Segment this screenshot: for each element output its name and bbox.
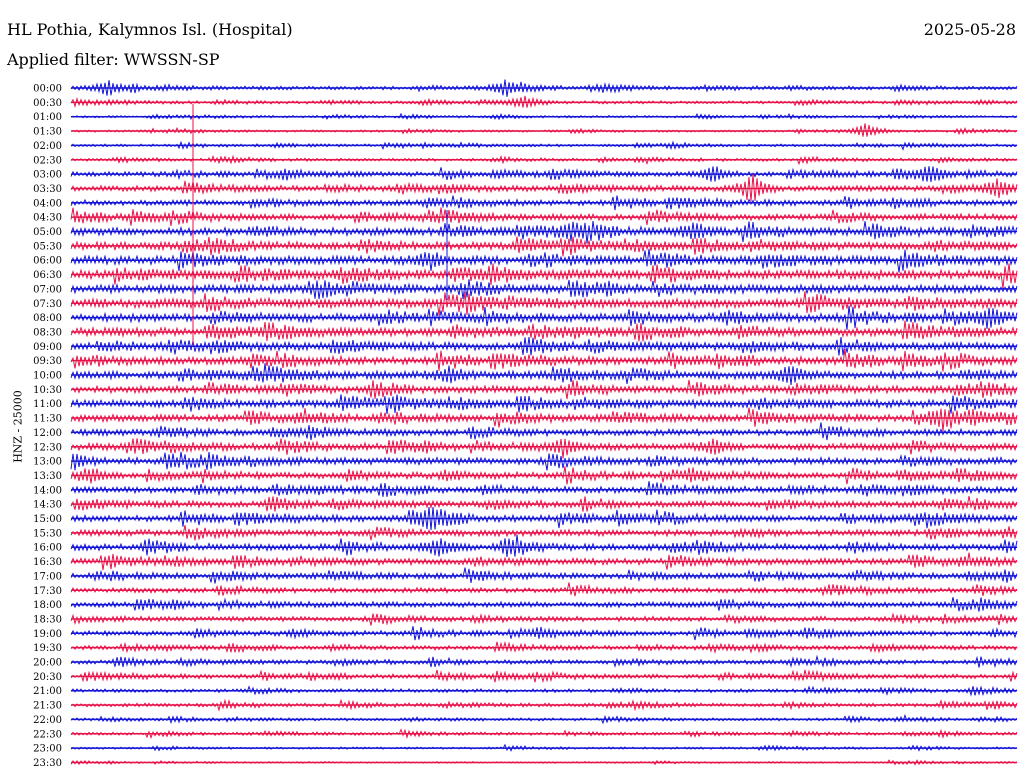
time-label: 21:00	[33, 686, 62, 697]
trace-group	[70, 79, 1018, 766]
time-label: 04:00	[33, 198, 62, 209]
filter-label: Applied filter: WWSSN-SP	[7, 50, 220, 69]
trace-row-0130	[70, 123, 1018, 137]
time-label: 03:30	[33, 184, 62, 195]
time-label: 22:00	[33, 715, 62, 726]
time-label: 11:30	[33, 414, 62, 425]
trace-row-0530	[70, 236, 1018, 257]
time-label: 10:00	[33, 371, 62, 382]
time-label: 17:30	[33, 586, 62, 597]
time-label: 20:30	[33, 672, 62, 683]
trace-row-1130	[70, 407, 1018, 432]
time-label: 17:00	[33, 571, 62, 582]
trace-row-2030	[70, 669, 1018, 684]
time-label: 22:30	[33, 729, 62, 740]
time-label: 00:30	[33, 98, 62, 109]
time-label: 15:00	[33, 514, 62, 525]
trace-row-0600	[70, 248, 1018, 273]
time-label-group: 00:00 00:30 01:00 01:30 02:00 02:30 03:00 03:30…	[33, 84, 62, 769]
time-label: 15:30	[33, 528, 62, 539]
time-label: 01:30	[33, 127, 62, 138]
time-label: 19:00	[33, 629, 62, 640]
time-label: 14:00	[33, 485, 62, 496]
time-label: 19:30	[33, 643, 62, 654]
time-label: 23:30	[33, 758, 62, 769]
time-label: 03:00	[33, 170, 62, 181]
time-label: 13:30	[33, 471, 62, 482]
time-label: 12:00	[33, 428, 62, 439]
trace-row-0830	[70, 320, 1018, 342]
time-label: 08:00	[33, 313, 62, 324]
date-label: 2025-05-28	[923, 20, 1016, 39]
time-label: 10:30	[33, 385, 62, 396]
time-label: 18:30	[33, 614, 62, 625]
time-label: 09:00	[33, 342, 62, 353]
trace-row-1730	[70, 582, 1018, 597]
time-label: 20:00	[33, 658, 62, 669]
trace-row-1200	[70, 422, 1018, 441]
time-label: 18:00	[33, 600, 62, 611]
trace-row-1600	[70, 534, 1018, 558]
time-label: 21:30	[33, 701, 62, 712]
time-label: 07:00	[33, 284, 62, 295]
trace-row-1300	[70, 451, 1018, 471]
time-label: 23:00	[33, 744, 62, 755]
trace-row-0500	[70, 220, 1018, 244]
trace-row-1400	[70, 481, 1018, 497]
time-label: 13:00	[33, 457, 62, 468]
time-label: 14:30	[33, 500, 62, 511]
time-label: 02:00	[33, 141, 62, 152]
time-label: 05:30	[33, 241, 62, 252]
time-label: 01:00	[33, 112, 62, 123]
time-label: 08:30	[33, 327, 62, 338]
time-label: 12:30	[33, 442, 62, 453]
station-title: HL Pothia, Kalymnos Isl. (Hospital)	[7, 20, 293, 39]
time-label: 04:30	[33, 213, 62, 224]
time-label: 09:30	[33, 356, 62, 367]
time-label: 16:30	[33, 557, 62, 568]
time-label: 11:00	[33, 399, 62, 410]
time-label: 06:30	[33, 270, 62, 281]
trace-row-1000	[70, 363, 1018, 386]
trace-row-0900	[70, 336, 1018, 356]
time-label: 00:00	[33, 84, 62, 95]
time-label: 06:00	[33, 256, 62, 267]
time-label: 16:00	[33, 543, 62, 554]
time-label: 07:30	[33, 299, 62, 310]
time-label: 05:00	[33, 227, 62, 238]
time-label: 02:30	[33, 155, 62, 166]
